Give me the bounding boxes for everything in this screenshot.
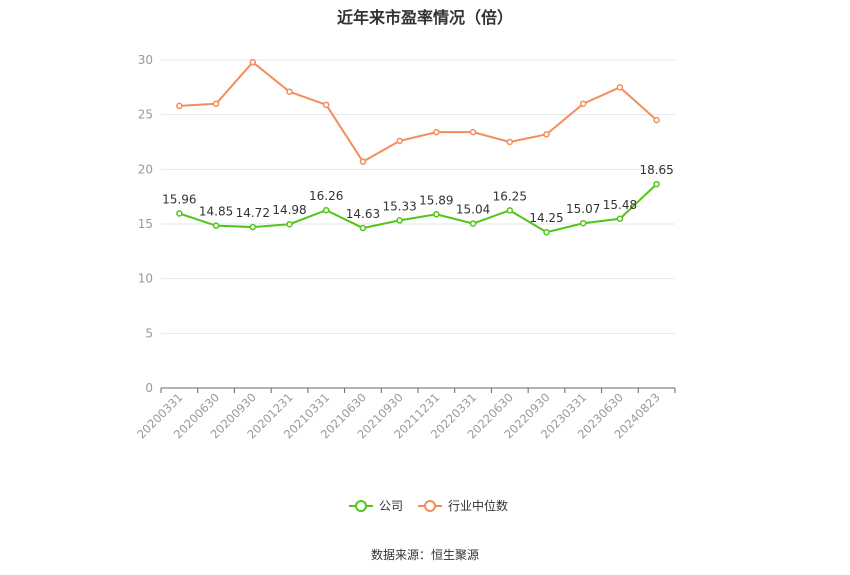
chart-title: 近年来市盈率情况（倍）: [336, 8, 513, 27]
data-point: [249, 58, 257, 66]
data-point: [286, 88, 293, 95]
y-tick-label: 15: [138, 217, 153, 231]
data-label: 16.26: [309, 189, 343, 203]
legend-label: 行业中位数: [448, 498, 508, 513]
data-label: 15.04: [456, 203, 490, 217]
data-point: [653, 116, 660, 124]
data-point: [176, 102, 183, 110]
data-point: [433, 128, 440, 136]
y-tick-label: 0: [145, 381, 153, 395]
y-tick-label: 25: [138, 108, 153, 122]
legend-swatch-marker: [424, 500, 436, 512]
data-label: 14.98: [272, 203, 306, 217]
data-label: 14.25: [529, 211, 563, 225]
y-tick-label: 5: [145, 326, 153, 340]
data-point: [506, 138, 514, 146]
data-label: 14.85: [199, 205, 233, 219]
series-line-1: [179, 60, 658, 164]
data-point: [616, 215, 624, 223]
data-point: [653, 180, 660, 188]
data-source-note: 数据来源：恒生聚源: [370, 548, 479, 562]
data-point: [579, 219, 587, 227]
data-point: [359, 158, 367, 165]
data-point: [433, 211, 440, 218]
data-point: [322, 206, 330, 214]
data-point: [396, 217, 403, 224]
data-point: [543, 131, 550, 138]
data-label: 15.33: [382, 199, 416, 213]
data-point: [396, 137, 403, 145]
y-tick-label: 30: [138, 53, 153, 67]
data-label: 15.96: [162, 193, 196, 207]
data-label: 15.48: [603, 198, 637, 212]
data-point: [616, 84, 624, 91]
data-point: [212, 222, 220, 229]
data-point: [469, 128, 477, 136]
data-label: 18.65: [639, 163, 673, 177]
y-tick-label: 20: [138, 162, 153, 176]
data-label: 15.89: [419, 193, 453, 207]
legend-swatch-marker: [355, 500, 367, 512]
data-point: [579, 100, 587, 107]
data-point: [506, 207, 514, 214]
data-point: [176, 210, 183, 217]
y-tick-label: 10: [138, 272, 153, 286]
data-label: 15.07: [566, 202, 600, 216]
data-point: [469, 220, 477, 227]
data-point: [322, 101, 330, 109]
data-label: 14.63: [346, 207, 380, 221]
data-label: 16.25: [493, 189, 527, 203]
data-label: 14.72: [236, 206, 270, 220]
series-line-0: [179, 183, 658, 234]
data-point: [359, 224, 367, 232]
data-point: [286, 220, 293, 228]
data-point: [212, 100, 220, 107]
data-point: [249, 223, 257, 231]
legend-label: 公司: [379, 499, 403, 513]
data-point: [543, 228, 550, 236]
